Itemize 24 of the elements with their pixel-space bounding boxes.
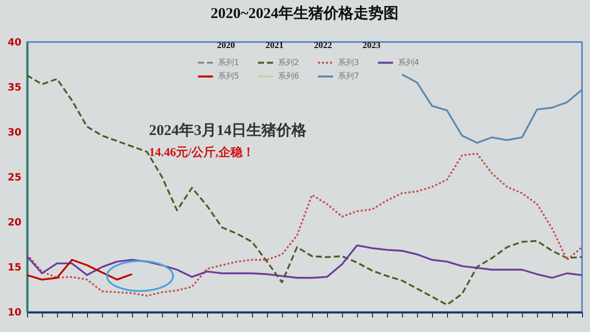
y-tick-label: 10	[8, 308, 22, 318]
legend-label: 系列7	[338, 72, 360, 80]
y-tick-label: 20	[8, 218, 22, 228]
annotation: 2023	[362, 40, 381, 50]
legend-label: 系列5	[218, 72, 240, 80]
annotation: 2024年3月14日生猪价格	[149, 122, 308, 139]
y-tick-label: 30	[8, 128, 22, 138]
chart-title: 2020~2024年生猪价格走势图	[210, 5, 398, 22]
legend-label: 系列4	[398, 58, 420, 67]
annotation: 2020	[217, 40, 236, 50]
line-series	[27, 258, 133, 280]
line-series	[401, 74, 582, 144]
annotation: 2022	[314, 40, 332, 50]
y-tick-label: 35	[8, 82, 22, 94]
y-tick-label: 15	[8, 262, 22, 274]
y-tick-label: 25	[8, 172, 22, 184]
annotation: 2021	[266, 40, 284, 50]
legend-label: 系列2	[278, 58, 300, 67]
legend-label: 系列6	[278, 72, 300, 80]
legend-label: 系列1	[218, 58, 240, 67]
annotation: 14.46元/公斤,企稳！	[149, 145, 254, 159]
y-tick-label: 40	[8, 38, 22, 48]
legend-label: 系列3	[338, 58, 360, 67]
line-series	[27, 244, 582, 279]
